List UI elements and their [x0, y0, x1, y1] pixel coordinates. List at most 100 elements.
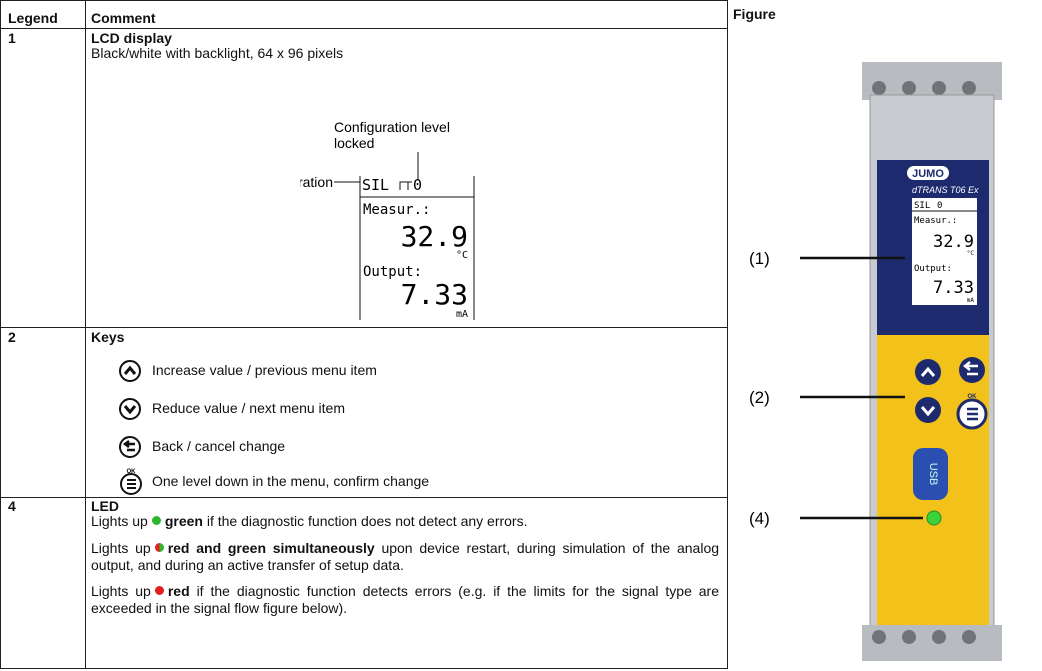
led	[926, 510, 942, 526]
legend-num: 2	[8, 329, 16, 345]
device-figure: JUMO dTRANS T06 Ex SIL 0 Measur.: 32.9 °…	[749, 62, 1002, 661]
key-down	[915, 397, 941, 423]
lcd-diagram: Configuration level locked SIL Operation…	[300, 119, 475, 320]
shape	[902, 81, 916, 95]
screen-text: SIL 0 Measur.: 32.9 °C Output: 7.33 mA	[912, 201, 977, 304]
screws	[872, 81, 976, 95]
border	[0, 0, 728, 1]
header: Figure	[733, 6, 776, 22]
text: Lights up	[91, 513, 148, 529]
key-up	[915, 359, 941, 385]
text: upon device restart, during simulation o…	[91, 540, 720, 573]
shape	[920, 406, 936, 417]
lcd-unit: °C	[967, 250, 975, 257]
usb-label: USB	[927, 463, 939, 486]
callout-label: (2)	[749, 388, 770, 407]
bold-text: red and green simultaneously	[167, 540, 375, 556]
ok-label: OK	[127, 469, 137, 475]
border	[0, 0, 1, 669]
callout: locked	[334, 135, 374, 151]
header: Comment	[91, 10, 156, 26]
border	[0, 327, 728, 328]
shape	[967, 407, 978, 421]
text: Lights up	[91, 583, 151, 599]
led-dot	[154, 543, 164, 552]
led-paragraph: Lights up green if the diagnostic functio…	[91, 513, 719, 530]
screws	[872, 630, 976, 644]
callout-label: (1)	[749, 249, 770, 268]
border	[727, 0, 728, 669]
shape	[932, 630, 946, 644]
row-title: LED	[91, 498, 119, 514]
header: Legend	[8, 10, 58, 26]
lcd-text: SIL	[362, 176, 389, 194]
led-dot	[154, 586, 164, 595]
shape	[120, 473, 142, 495]
lcd-text: Output:	[363, 264, 422, 280]
shape	[119, 398, 141, 420]
lcd-text: 0	[937, 201, 942, 211]
lock-icon	[399, 181, 412, 190]
lcd-unit: mA	[456, 309, 468, 320]
callout: SIL Operation	[300, 174, 333, 190]
border	[0, 28, 728, 29]
legend-num: 4	[8, 498, 16, 514]
key-text: Back / cancel change	[152, 438, 286, 454]
lcd-text: Output:	[914, 264, 952, 274]
lcd-value: 32.9	[933, 232, 974, 252]
bold-text: red	[167, 583, 190, 599]
legend-num: 1	[8, 30, 16, 46]
key-text: Reduce value / next menu item	[152, 400, 345, 416]
key-menu-icon: OK	[120, 469, 142, 495]
key-text: Increase value / previous menu item	[152, 362, 377, 378]
lcd-unit: °C	[456, 250, 468, 261]
text: Lights up	[91, 540, 151, 556]
bold-text: green	[164, 513, 203, 529]
row-text: Black/white with backlight, 64 x 96 pixe…	[91, 45, 344, 61]
logo-box	[907, 166, 949, 180]
lcd-text: Measur.:	[914, 216, 957, 226]
brand: JUMO	[912, 168, 944, 180]
row-title: LCD display	[91, 30, 172, 46]
led-paragraph: Lights up red if the diagnostic function …	[91, 583, 719, 617]
shape	[872, 81, 886, 95]
usb-port	[913, 448, 948, 500]
shape	[122, 440, 135, 452]
key-down-icon	[119, 398, 141, 420]
shape	[962, 81, 976, 95]
border	[0, 668, 728, 669]
key-text: One level down in the menu, confirm chan…	[152, 473, 430, 489]
callout: Configuration level	[334, 119, 450, 135]
shape	[127, 479, 136, 489]
lcd-text: Measur.:	[363, 202, 430, 218]
border	[0, 497, 728, 498]
row-title: Keys	[91, 329, 125, 345]
shape	[872, 630, 886, 644]
led-paragraph: Lights up red and green simultaneously up…	[91, 540, 719, 574]
lcd-value: 7.33	[401, 278, 468, 311]
shape	[962, 630, 976, 644]
shape	[123, 365, 137, 375]
screen	[912, 198, 977, 305]
shape	[962, 361, 978, 376]
ok-label: OK	[968, 394, 978, 400]
key-back	[959, 357, 985, 383]
lcd-value: 32.9	[401, 220, 468, 253]
text: if the diagnostic function detects error…	[91, 583, 719, 616]
lcd-value: 7.33	[933, 278, 974, 298]
shape	[932, 81, 946, 95]
text: if the diagnostic function does not dete…	[206, 513, 528, 529]
shape	[123, 405, 137, 415]
border	[85, 0, 86, 669]
lcd-text: SIL	[914, 201, 930, 211]
shape	[119, 436, 141, 458]
lcd-text: 0	[413, 176, 422, 194]
key-back-icon	[119, 436, 141, 458]
key-up-icon	[119, 360, 141, 382]
shape	[902, 630, 916, 644]
terminals	[862, 62, 1002, 100]
model: dTRANS T06 Ex	[912, 185, 979, 195]
shape	[920, 366, 936, 377]
terminals	[862, 625, 1002, 661]
